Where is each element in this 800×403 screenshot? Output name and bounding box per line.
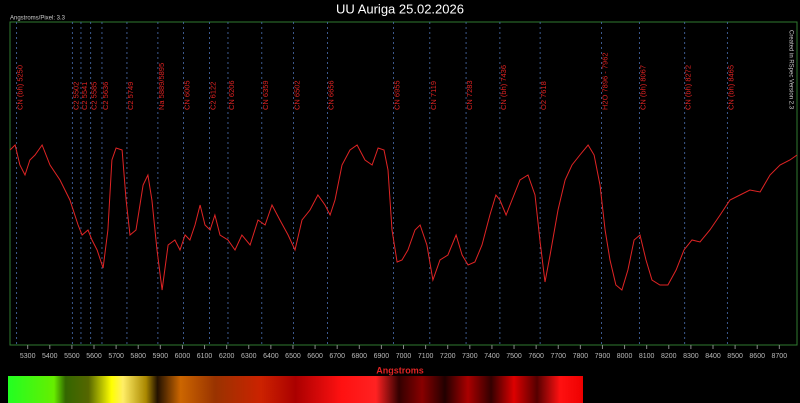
- chart-title: UU Auriga 25.02.2026: [336, 1, 464, 16]
- subtitle: Angstroms/Pixel: 3.3: [10, 16, 66, 22]
- x-tick-label: 6800: [351, 353, 367, 360]
- x-tick-label: 6300: [241, 353, 257, 360]
- marker-label: CN (bh) 8465: [726, 65, 735, 110]
- marker-label: CN 7119: [429, 81, 438, 110]
- x-tick-label: 7100: [418, 353, 434, 360]
- marker-label: C2 6122: [208, 82, 217, 110]
- marker-label: C2 5585: [90, 82, 99, 110]
- x-tick-label: 7400: [484, 353, 500, 360]
- x-tick-label: 8500: [727, 353, 743, 360]
- marker-label: O2 7618: [539, 81, 548, 110]
- spectrum-strip: [8, 376, 583, 403]
- marker-label: C2 5636: [101, 82, 110, 110]
- spectrum-line: [9, 143, 798, 291]
- side-note: Created in RSpec Version 2.3: [787, 30, 793, 110]
- x-tick-label: 5900: [153, 353, 169, 360]
- x-tick-label: 7500: [506, 353, 522, 360]
- x-tick-label: 6700: [329, 353, 345, 360]
- x-tick-label: 8600: [749, 353, 765, 360]
- x-tick-label: 8100: [639, 353, 655, 360]
- x-tick-label: 7300: [462, 353, 478, 360]
- x-tick-label: 7000: [396, 353, 412, 360]
- marker-label: CN 7283: [465, 80, 474, 110]
- marker-label: C2 5541: [80, 82, 89, 110]
- x-tick-label: 8700: [772, 353, 788, 360]
- x-tick-label: 8300: [683, 353, 699, 360]
- marker-label: CN 6955: [393, 80, 402, 110]
- x-tick-label: 6900: [374, 353, 390, 360]
- x-tick-label: 5800: [130, 353, 146, 360]
- marker-label: CN 6206: [227, 80, 236, 110]
- marker-label: C2 5749: [126, 82, 135, 110]
- marker-label: CN 6359: [261, 80, 270, 110]
- marker-label: Na 5889/5895: [157, 63, 166, 110]
- marker-label: CN (bh) 5250: [16, 65, 25, 110]
- marker-label: H2O 7896 - 7962: [601, 52, 610, 110]
- x-tick-label: 7200: [440, 353, 456, 360]
- x-tick-label: 7800: [573, 353, 589, 360]
- x-axis-title: Angstroms: [376, 365, 424, 375]
- marker-label: CN (bh) 8272: [684, 65, 693, 110]
- x-tick-label: 7600: [528, 353, 544, 360]
- marker-label: CN 6656: [326, 80, 335, 110]
- x-tick-label: 5600: [86, 353, 102, 360]
- plot-frame: [9, 21, 798, 346]
- x-tick-label: 8400: [705, 353, 721, 360]
- x-tick-label: 6500: [285, 353, 301, 360]
- x-tick-label: 5400: [42, 353, 58, 360]
- marker-label: CN (bh) 8067: [638, 65, 647, 110]
- x-tick-label: 8000: [617, 353, 633, 360]
- x-tick-label: 6200: [219, 353, 235, 360]
- chart: UU Auriga 25.02.2026 Angstroms/Pixel: 3.…: [9, 1, 798, 375]
- x-tick-label: 6100: [197, 353, 213, 360]
- marker-label: CN 6005: [183, 80, 192, 110]
- x-tick-label: 6600: [307, 353, 323, 360]
- x-tick-label: 6000: [175, 353, 191, 360]
- x-tick-label: 5700: [108, 353, 124, 360]
- x-tick-label: 6400: [263, 353, 279, 360]
- x-tick-label: 8200: [661, 353, 677, 360]
- x-tick-label: 7900: [595, 353, 611, 360]
- x-tick-label: 5300: [20, 353, 36, 360]
- x-tick-label: 5500: [64, 353, 80, 360]
- x-tick-label: 7700: [550, 353, 566, 360]
- marker-label: CN (bh) 7436: [499, 65, 508, 110]
- marker-label: C2 5502: [71, 82, 80, 110]
- marker-label: CN 6502: [292, 80, 301, 110]
